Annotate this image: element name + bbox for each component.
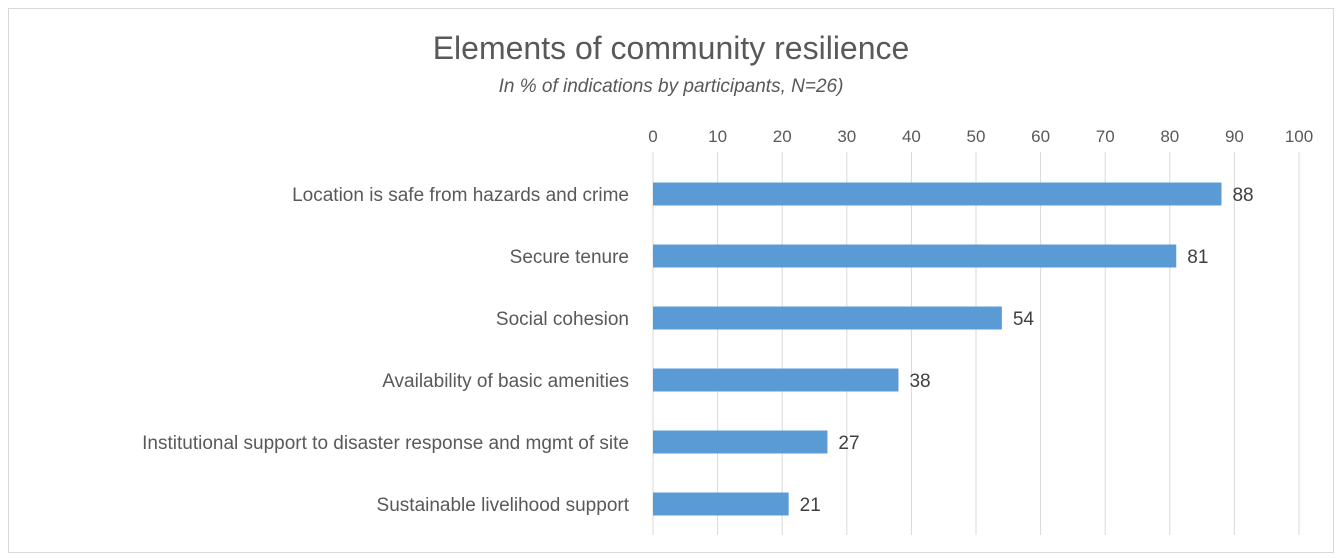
x-tick-label: 70 bbox=[1096, 127, 1115, 146]
x-tick-label: 20 bbox=[773, 127, 792, 146]
category-label: Social cohesion bbox=[496, 309, 629, 330]
x-tick-label: 40 bbox=[902, 127, 921, 146]
category-label: Sustainable livelihood support bbox=[377, 495, 630, 516]
chart-area bbox=[8, 8, 1334, 553]
data-label: 81 bbox=[1187, 247, 1208, 268]
data-label: 54 bbox=[1013, 309, 1035, 330]
x-tick-label: 60 bbox=[1031, 127, 1050, 146]
data-label: 21 bbox=[800, 495, 821, 516]
category-label: Availability of basic amenities bbox=[382, 371, 629, 392]
bar bbox=[653, 492, 789, 516]
category-label: Institutional support to disaster respon… bbox=[142, 433, 629, 454]
bar bbox=[653, 430, 828, 454]
bar bbox=[653, 182, 1222, 206]
x-tick-label: 50 bbox=[967, 127, 986, 146]
category-label: Location is safe from hazards and crime bbox=[292, 185, 629, 206]
data-label: 27 bbox=[838, 433, 859, 454]
bar bbox=[653, 306, 1002, 330]
x-tick-label: 90 bbox=[1225, 127, 1244, 146]
data-label: 88 bbox=[1232, 185, 1253, 206]
x-tick-label: 80 bbox=[1160, 127, 1179, 146]
data-label: 38 bbox=[909, 371, 930, 392]
bar bbox=[653, 368, 899, 392]
chart-subtitle: In % of indications by participants, N=2… bbox=[498, 76, 844, 97]
x-tick-label: 10 bbox=[708, 127, 727, 146]
category-label: Secure tenure bbox=[510, 247, 629, 268]
x-tick-label: 0 bbox=[648, 127, 657, 146]
bar bbox=[653, 244, 1177, 268]
chart-title: Elements of community resilience bbox=[432, 30, 910, 66]
x-tick-label: 30 bbox=[837, 127, 856, 146]
x-tick-label: 100 bbox=[1285, 127, 1313, 146]
